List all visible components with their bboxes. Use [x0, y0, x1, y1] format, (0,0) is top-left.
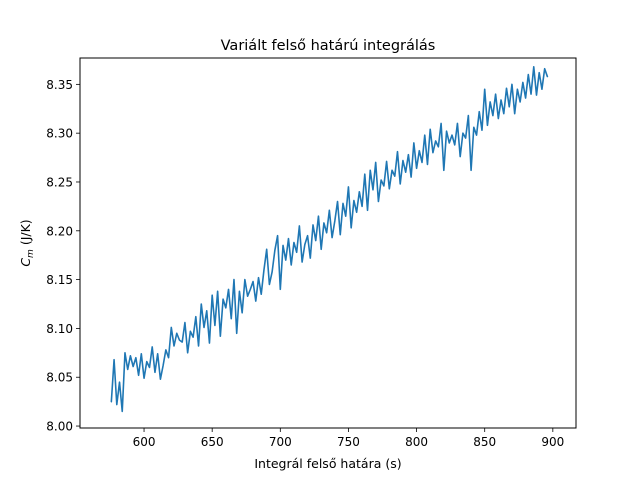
- y-tick-label: 8.10: [46, 322, 73, 336]
- y-axis-label-symbol: C: [18, 258, 33, 267]
- y-tick-label: 8.25: [46, 175, 73, 189]
- axes-frame: [79, 57, 577, 429]
- x-tick-label: 900: [541, 435, 564, 449]
- series-line: [110, 65, 549, 413]
- x-tick-label: 650: [201, 435, 224, 449]
- y-tick-label: 8.05: [46, 371, 73, 385]
- x-axis-ticks: 600 650 700 750 800 850 900: [133, 428, 564, 449]
- y-axis-label-unit: (J/K): [18, 219, 33, 249]
- x-tick-label: 600: [133, 435, 156, 449]
- y-tick-label: 8.35: [46, 78, 73, 92]
- x-tick-label: 750: [337, 435, 360, 449]
- plot-area: [110, 65, 549, 413]
- y-axis-label-subscript: m: [26, 249, 36, 258]
- x-tick-label: 800: [405, 435, 428, 449]
- y-axis-label: Cm (J/K): [18, 219, 36, 266]
- y-tick-label: 8.20: [46, 224, 73, 238]
- chart-title: Variált felső határú integrálás: [221, 38, 436, 54]
- y-tick-label: 8.00: [46, 420, 73, 434]
- y-tick-label: 8.15: [46, 273, 73, 287]
- x-tick-label: 850: [473, 435, 496, 449]
- x-tick-label: 700: [269, 435, 292, 449]
- x-axis-label: Integrál felső határa (s): [254, 456, 401, 471]
- y-axis-ticks: 8.00 8.05 8.10 8.15 8.20 8.25 8.30 8.35: [46, 78, 80, 434]
- y-tick-label: 8.30: [46, 127, 73, 141]
